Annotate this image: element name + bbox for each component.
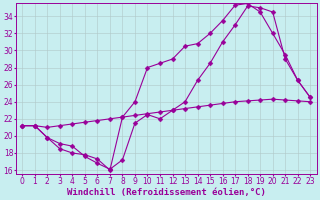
- X-axis label: Windchill (Refroidissement éolien,°C): Windchill (Refroidissement éolien,°C): [67, 188, 266, 197]
